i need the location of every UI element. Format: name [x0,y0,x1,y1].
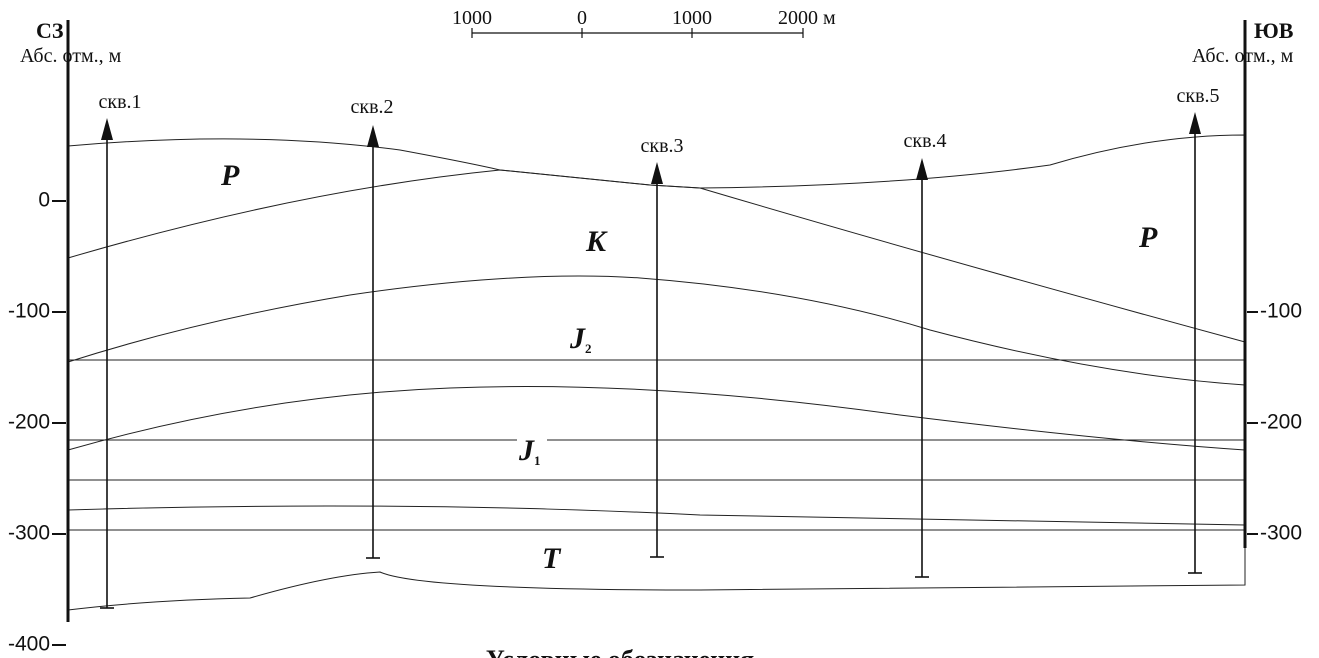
direction: СЗ [36,18,64,43]
scale-label: 2000 м [778,7,836,29]
scale-label: 0 [577,7,587,29]
layer-label: T [542,542,562,575]
well-head [1189,112,1201,134]
axis-title: Абс. отм., м [1192,45,1294,67]
scale-bar [472,28,803,38]
well-label: скв.2 [350,96,393,118]
direction: ЮВ [1254,18,1294,43]
layer-label: K [585,225,608,258]
y-tick-label: -300 [1260,522,1302,545]
layer-subscript: 1 [534,453,541,468]
y-tick-label: -400 [8,633,50,656]
layer-label: P [220,159,240,192]
y-tick-label: 0 [38,189,50,212]
well-head [916,158,928,180]
layer-label: P [1138,221,1158,254]
y-tick-label: -200 [8,411,50,434]
y-tick-label: -300 [8,522,50,545]
page: {"header": {"left_direction": "СЗ", "rig… [0,0,1319,658]
well-label: скв.4 [903,130,946,152]
well-head [101,118,113,140]
y-tick-label: -100 [8,300,50,323]
well-head [367,125,379,147]
well-label: скв.3 [640,135,683,157]
scale-label: 1000 [452,7,492,29]
section: 1000 0 1000 2000 м СЗ Абс. отм., м ЮВ Аб… [0,0,1319,658]
layer-label: J [518,434,535,467]
scale-label: 1000 [672,7,712,29]
well-label: скв.5 [1176,85,1219,107]
layer-labels: P P K J 2 J 1 T [218,158,1160,576]
legend-title: Условные обозначения [486,645,754,658]
layer-label: J [569,322,586,355]
layer-subscript: 2 [585,341,592,356]
y-tick-label: -200 [1260,411,1302,434]
well-head [651,162,663,184]
axis-title: Абс. отм., м [20,45,122,67]
y-tick-label: -100 [1260,300,1302,323]
well-label: скв.1 [98,91,141,113]
